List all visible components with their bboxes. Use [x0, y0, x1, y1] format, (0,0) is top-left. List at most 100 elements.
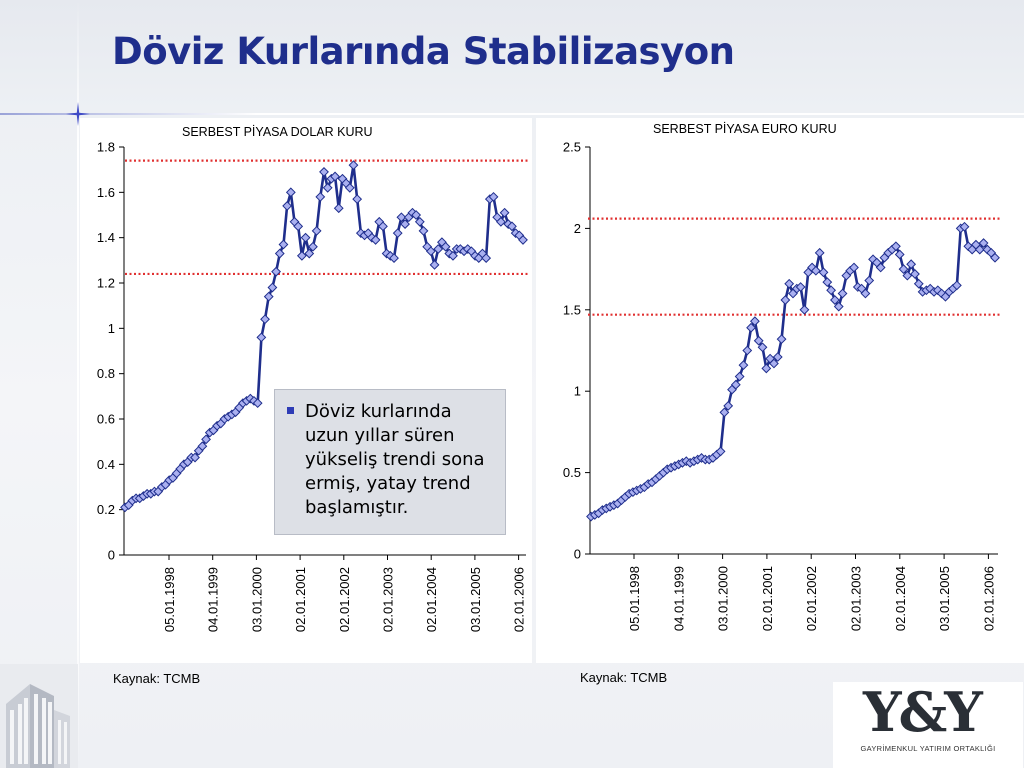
euro-x-tick-label: 02.01.2001	[760, 566, 775, 631]
euro-data-point	[860, 288, 871, 299]
dollar-chart: 0 0.2 0.4 0.6 0.8 1 1.2 1.4 1.6 1.8 05.01.1998 04.0…	[97, 140, 570, 633]
dollar-data-point	[495, 216, 506, 227]
euro-series-line	[590, 225, 997, 518]
euro-data-point	[799, 304, 810, 315]
dollar-data-point	[267, 282, 278, 293]
euro-data-point	[913, 278, 924, 289]
dollar-data-point	[440, 241, 451, 252]
dollar-data-point	[274, 248, 285, 259]
dollar-y-tick-label: 1	[108, 321, 115, 336]
dollar-data-point	[252, 398, 263, 409]
dollar-data-point	[396, 212, 407, 223]
euro-y-tick-label: 0	[574, 547, 581, 562]
euro-y-tick-label: 2	[574, 221, 581, 236]
euro-x-tick-label: 05.01.1998	[627, 566, 642, 631]
euro-data-point	[753, 335, 764, 346]
euro-data-point	[780, 295, 791, 305]
dollar-data-point	[389, 253, 399, 263]
dollar-chart-source: Kaynak: TCMB	[113, 671, 201, 686]
euro-data-point	[734, 371, 745, 382]
euro-chart-source: Kaynak: TCMB	[580, 670, 668, 685]
logo-mark: Y&Y	[863, 680, 983, 744]
dollar-data-point	[311, 225, 322, 236]
dollar-data-point	[260, 314, 270, 325]
dollar-data-point	[448, 250, 458, 261]
euro-data-point	[902, 270, 913, 281]
euro-x-tick-label: 03.01.2005	[937, 566, 952, 631]
dollar-data-point	[278, 239, 289, 250]
dollar-data-point	[201, 434, 211, 445]
dollar-data-point	[414, 216, 425, 227]
euro-data-point	[814, 247, 825, 258]
decor-horizontal-line	[0, 113, 1024, 115]
euro-data-point	[776, 334, 787, 345]
euro-data-point	[769, 358, 779, 369]
dollar-data-point	[330, 171, 340, 182]
dollar-data-point	[488, 191, 499, 202]
dollar-data-point	[304, 248, 315, 259]
dollar-data-point	[319, 167, 329, 177]
dollar-x-tick-label: 03.01.2000	[249, 567, 264, 632]
euro-data-point	[822, 277, 833, 288]
dollar-x-tick-label: 02.01.2004	[424, 567, 439, 632]
dollar-y-tick-label: 0	[108, 548, 115, 563]
dollar-x-tick-label: 04.01.1999	[206, 567, 221, 632]
dollar-y-tick-label: 1.4	[97, 230, 115, 245]
callout-text: Döviz kurlarında uzun yıllar süren yükse…	[305, 401, 485, 518]
dollar-data-point	[400, 219, 410, 229]
dollar-data-point	[271, 266, 281, 277]
euro-chart-panel: SERBEST PİYASA EURO KURU 0 0.5 1 1.5 2 2.5 05.…	[536, 118, 1024, 685]
euro-x-tick-label: 02.01.2003	[849, 566, 864, 631]
building-icon	[0, 664, 78, 768]
euro-data-point	[730, 379, 741, 390]
euro-data-point	[723, 400, 734, 411]
dollar-data-point	[348, 160, 359, 171]
company-logo: Y&Y GAYRİMENKUL YATIRIM ORTAKLIĞI	[833, 680, 1023, 768]
euro-data-point	[864, 275, 875, 286]
dollar-data-point	[433, 244, 444, 254]
dollar-data-point	[197, 441, 208, 452]
dollar-data-point	[263, 291, 274, 302]
euro-data-point	[906, 259, 917, 270]
dollar-data-point	[378, 221, 388, 232]
euro-x-tick-label: 04.01.1999	[671, 566, 686, 631]
dollar-y-tick-label: 1.8	[97, 140, 115, 155]
dollar-data-point	[256, 332, 267, 343]
euro-data-point	[761, 363, 772, 374]
euro-data-point	[849, 262, 859, 273]
dollar-data-point	[352, 194, 363, 205]
euro-data-point	[746, 322, 756, 333]
euro-data-point	[833, 301, 844, 312]
euro-data-point	[749, 316, 760, 327]
euro-data-point	[898, 264, 909, 275]
dollar-data-point	[333, 203, 344, 214]
dollar-x-tick-label: 02.01.2006	[512, 567, 527, 632]
dollar-y-tick-label: 1.2	[97, 276, 115, 291]
euro-data-point	[719, 407, 730, 418]
dollar-data-point	[411, 210, 422, 220]
dollar-x-tick-label: 05.01.1998	[162, 567, 177, 632]
euro-chart: 0 0.5 1 1.5 2 2.5 05.01.1998 04.01.1999 03.01.20…	[563, 140, 1000, 631]
euro-data-point	[978, 238, 989, 248]
dollar-data-point	[499, 207, 510, 218]
euro-data-point	[910, 269, 920, 279]
euro-data-point	[990, 252, 1000, 263]
dollar-y-tick-label: 0.8	[97, 366, 115, 381]
dollar-data-point	[518, 235, 528, 245]
euro-y-tick-label: 1.5	[563, 302, 581, 317]
euro-y-tick-label: 1	[574, 384, 581, 399]
euro-data-point	[757, 342, 768, 353]
dollar-data-point	[308, 241, 318, 252]
dollar-data-point	[296, 250, 307, 261]
euro-data-point	[818, 267, 829, 278]
euro-y-tick-label: 0.5	[563, 465, 581, 480]
euro-data-point	[738, 360, 749, 371]
dollar-data-point	[322, 182, 333, 193]
euro-data-point	[810, 265, 821, 276]
dollar-data-point	[481, 253, 492, 263]
dollar-data-point	[282, 201, 293, 211]
euro-x-tick-label: 02.01.2002	[804, 566, 819, 631]
euro-x-tick-label: 02.01.2006	[981, 566, 996, 631]
decor-vertical-line	[77, 0, 79, 768]
euro-data-point	[826, 285, 837, 296]
